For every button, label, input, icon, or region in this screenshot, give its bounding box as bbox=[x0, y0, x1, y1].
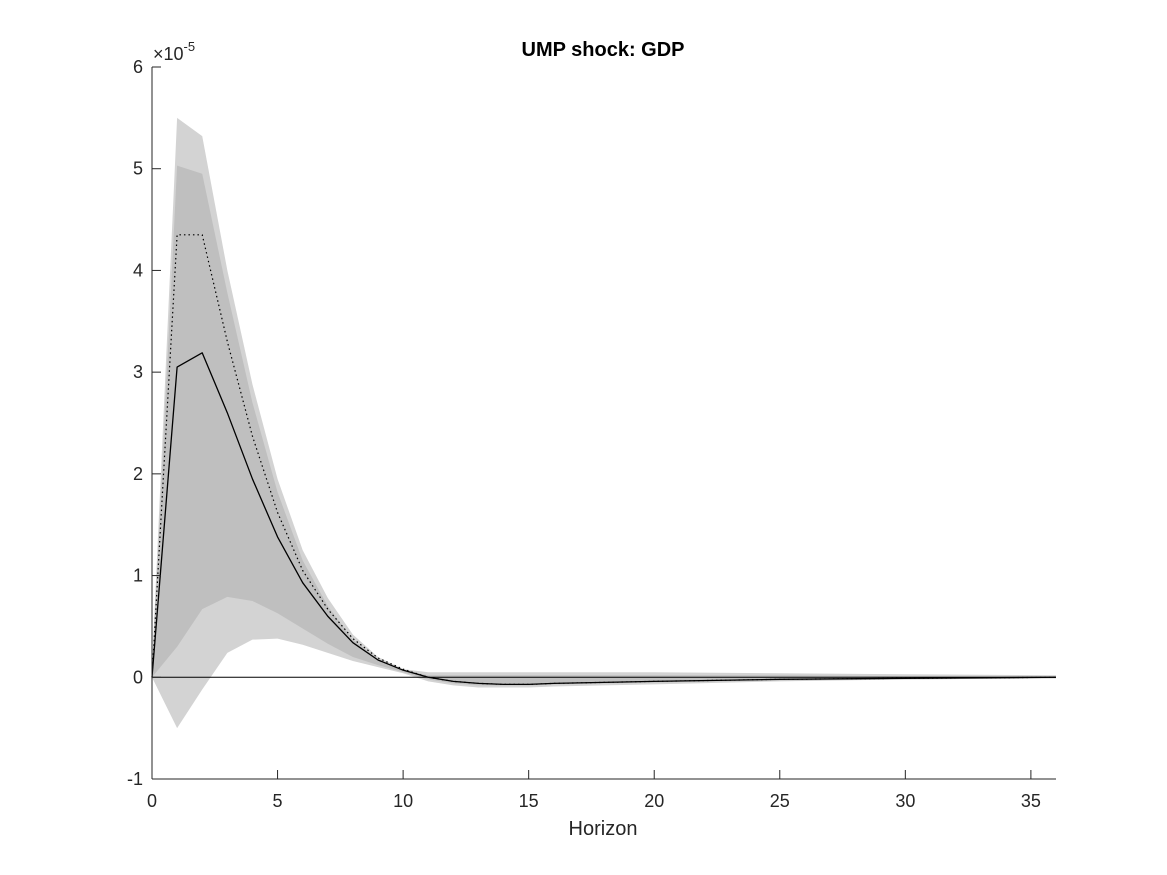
y-tick-label: 5 bbox=[133, 159, 143, 179]
x-tick-label: 35 bbox=[1021, 791, 1041, 811]
x-axis-label: Horizon bbox=[569, 818, 638, 840]
x-tick-label: 25 bbox=[770, 791, 790, 811]
y-axis-multiplier: ×10-5 bbox=[153, 39, 195, 64]
y-tick-label: 1 bbox=[133, 566, 143, 586]
series-lines bbox=[151, 234, 1057, 686]
y-tick-label: 6 bbox=[133, 57, 143, 77]
x-tick-label: 10 bbox=[393, 791, 413, 811]
confidence-bands bbox=[152, 117, 1056, 729]
y-tick-label: 2 bbox=[133, 464, 143, 484]
y-tick-label: -1 bbox=[127, 769, 143, 789]
x-tick-label: 15 bbox=[519, 791, 539, 811]
y-multiplier-exponent: -5 bbox=[184, 39, 196, 54]
x-tick-label: 30 bbox=[895, 791, 915, 811]
x-tick-label: 5 bbox=[273, 791, 283, 811]
y-multiplier-base: ×10 bbox=[153, 44, 184, 64]
y-tick-label: 3 bbox=[133, 362, 143, 382]
axes bbox=[151, 66, 1056, 780]
y-tick-label: 0 bbox=[133, 667, 143, 687]
x-tick-label: 20 bbox=[644, 791, 664, 811]
chart-title: UMP shock: GDP bbox=[522, 39, 685, 61]
y-tick-label: 4 bbox=[133, 260, 143, 280]
band-outer bbox=[152, 117, 1056, 729]
series-line-dotted bbox=[151, 234, 1057, 686]
band-inner bbox=[152, 165, 1056, 686]
x-tick-label: 0 bbox=[147, 791, 157, 811]
